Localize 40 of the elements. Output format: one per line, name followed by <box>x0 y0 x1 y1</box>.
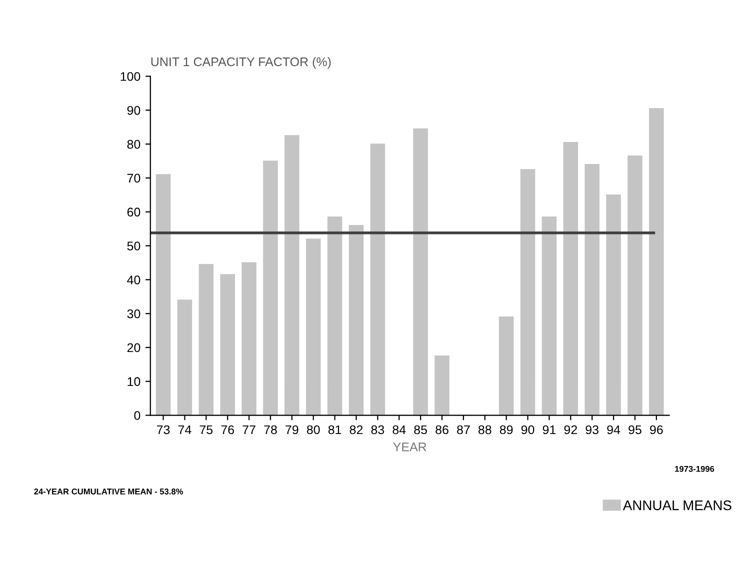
x-tick-label: 85 <box>414 425 427 434</box>
y-tick-label: 50 <box>127 242 140 250</box>
x-tick-label: 80 <box>306 425 320 434</box>
x-tick-label: 73 <box>156 425 170 434</box>
x-tick-label: 94 <box>607 425 620 434</box>
y-tick-label: 80 <box>127 140 140 149</box>
x-tick-label: 89 <box>500 425 513 434</box>
y-tick-label: 70 <box>127 174 140 183</box>
x-tick-label: 81 <box>328 425 342 434</box>
x-tick-label: 84 <box>392 425 406 434</box>
x-tick-label: 77 <box>242 425 256 434</box>
chart-title: UNIT 1 CAPACITY FACTOR (%) <box>151 57 331 69</box>
y-tick-label: 20 <box>127 343 140 352</box>
x-axis-title: YEAR <box>393 442 426 452</box>
x-tick-label: 91 <box>542 425 556 434</box>
x-tick-label: 96 <box>650 425 663 434</box>
x-tick-label: 87 <box>457 425 470 434</box>
text: 1973-1996 <box>675 466 714 472</box>
x-tick-label: 93 <box>586 425 598 434</box>
y-tick-label: 60 <box>127 208 140 217</box>
x-tick-label: 82 <box>350 425 363 434</box>
x-tick-label: 75 <box>200 425 213 434</box>
y-tick-label: 40 <box>127 275 140 284</box>
y-tick-label: 0 <box>134 411 140 420</box>
x-tick-label: 88 <box>478 425 492 434</box>
y-tick-label: 90 <box>127 106 140 115</box>
x-tick-label: 92 <box>564 425 577 434</box>
x-tick-label: 74 <box>178 425 192 434</box>
x-tick-label: 86 <box>436 425 448 434</box>
y-tick-label: 100 <box>120 72 140 81</box>
text: 24-YEAR CUMULATIVE MEAN - 53.8% <box>34 488 184 494</box>
x-tick-label: 78 <box>264 425 277 434</box>
x-tick-label: 90 <box>521 425 534 434</box>
y-tick-label: 30 <box>127 309 140 318</box>
y-tick-label: 10 <box>128 377 140 386</box>
x-tick-label: 95 <box>628 425 642 434</box>
legend-label: ANNUAL MEANS <box>622 500 732 510</box>
x-tick-label: 83 <box>371 425 384 434</box>
x-tick-label: 79 <box>286 425 298 434</box>
x-tick-label: 76 <box>221 425 234 434</box>
